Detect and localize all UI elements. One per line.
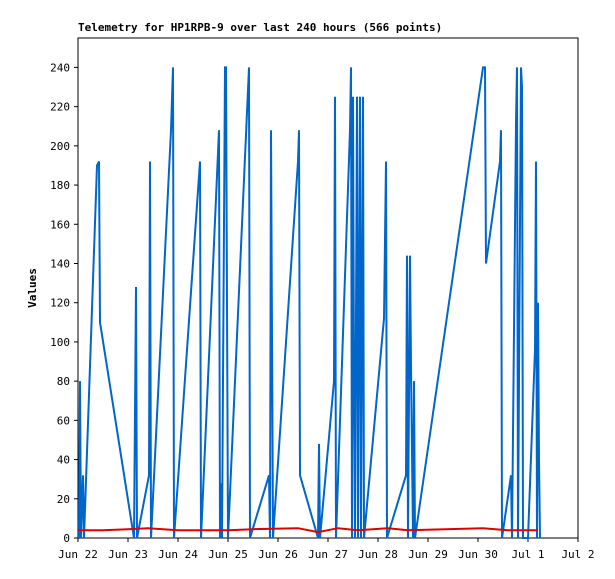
x-tick-label: Jul 2 [561, 548, 594, 561]
y-tick-label: 240 [50, 61, 70, 74]
x-tick-label: Jun 26 [258, 548, 298, 561]
y-axis-label: Values [26, 268, 39, 308]
y-tick-label: 180 [50, 179, 70, 192]
y-tick-label: 0 [63, 532, 70, 545]
x-tick-label: Jul 1 [511, 548, 544, 561]
y-tick-label: 140 [50, 257, 70, 270]
x-tick-label: Jun 24 [158, 548, 198, 561]
x-tick-label: Jun 28 [358, 548, 398, 561]
y-tick-label: 100 [50, 336, 70, 349]
x-tick-label: Jun 29 [408, 548, 448, 561]
x-tick-label: Jun 25 [208, 548, 248, 561]
x-tick-label: Jun 30 [458, 548, 498, 561]
y-tick-label: 20 [57, 493, 70, 506]
x-tick-label: Jun 23 [108, 548, 148, 561]
y-tick-label: 40 [57, 454, 70, 467]
y-tick-label: 220 [50, 101, 70, 114]
y-tick-label: 80 [57, 375, 70, 388]
plot-frame [77, 37, 579, 539]
x-tick-label: Jun 22 [58, 548, 98, 561]
y-tick-label: 160 [50, 218, 70, 231]
y-tick-label: 120 [50, 297, 70, 310]
y-tick-label: 60 [57, 414, 70, 427]
series-line [78, 527, 538, 534]
chart-title: Telemetry for HP1RPB-9 over last 240 hou… [78, 21, 442, 34]
y-tick-label: 200 [50, 140, 70, 153]
x-tick-label: Jun 27 [308, 548, 348, 561]
series-line [78, 66, 541, 539]
